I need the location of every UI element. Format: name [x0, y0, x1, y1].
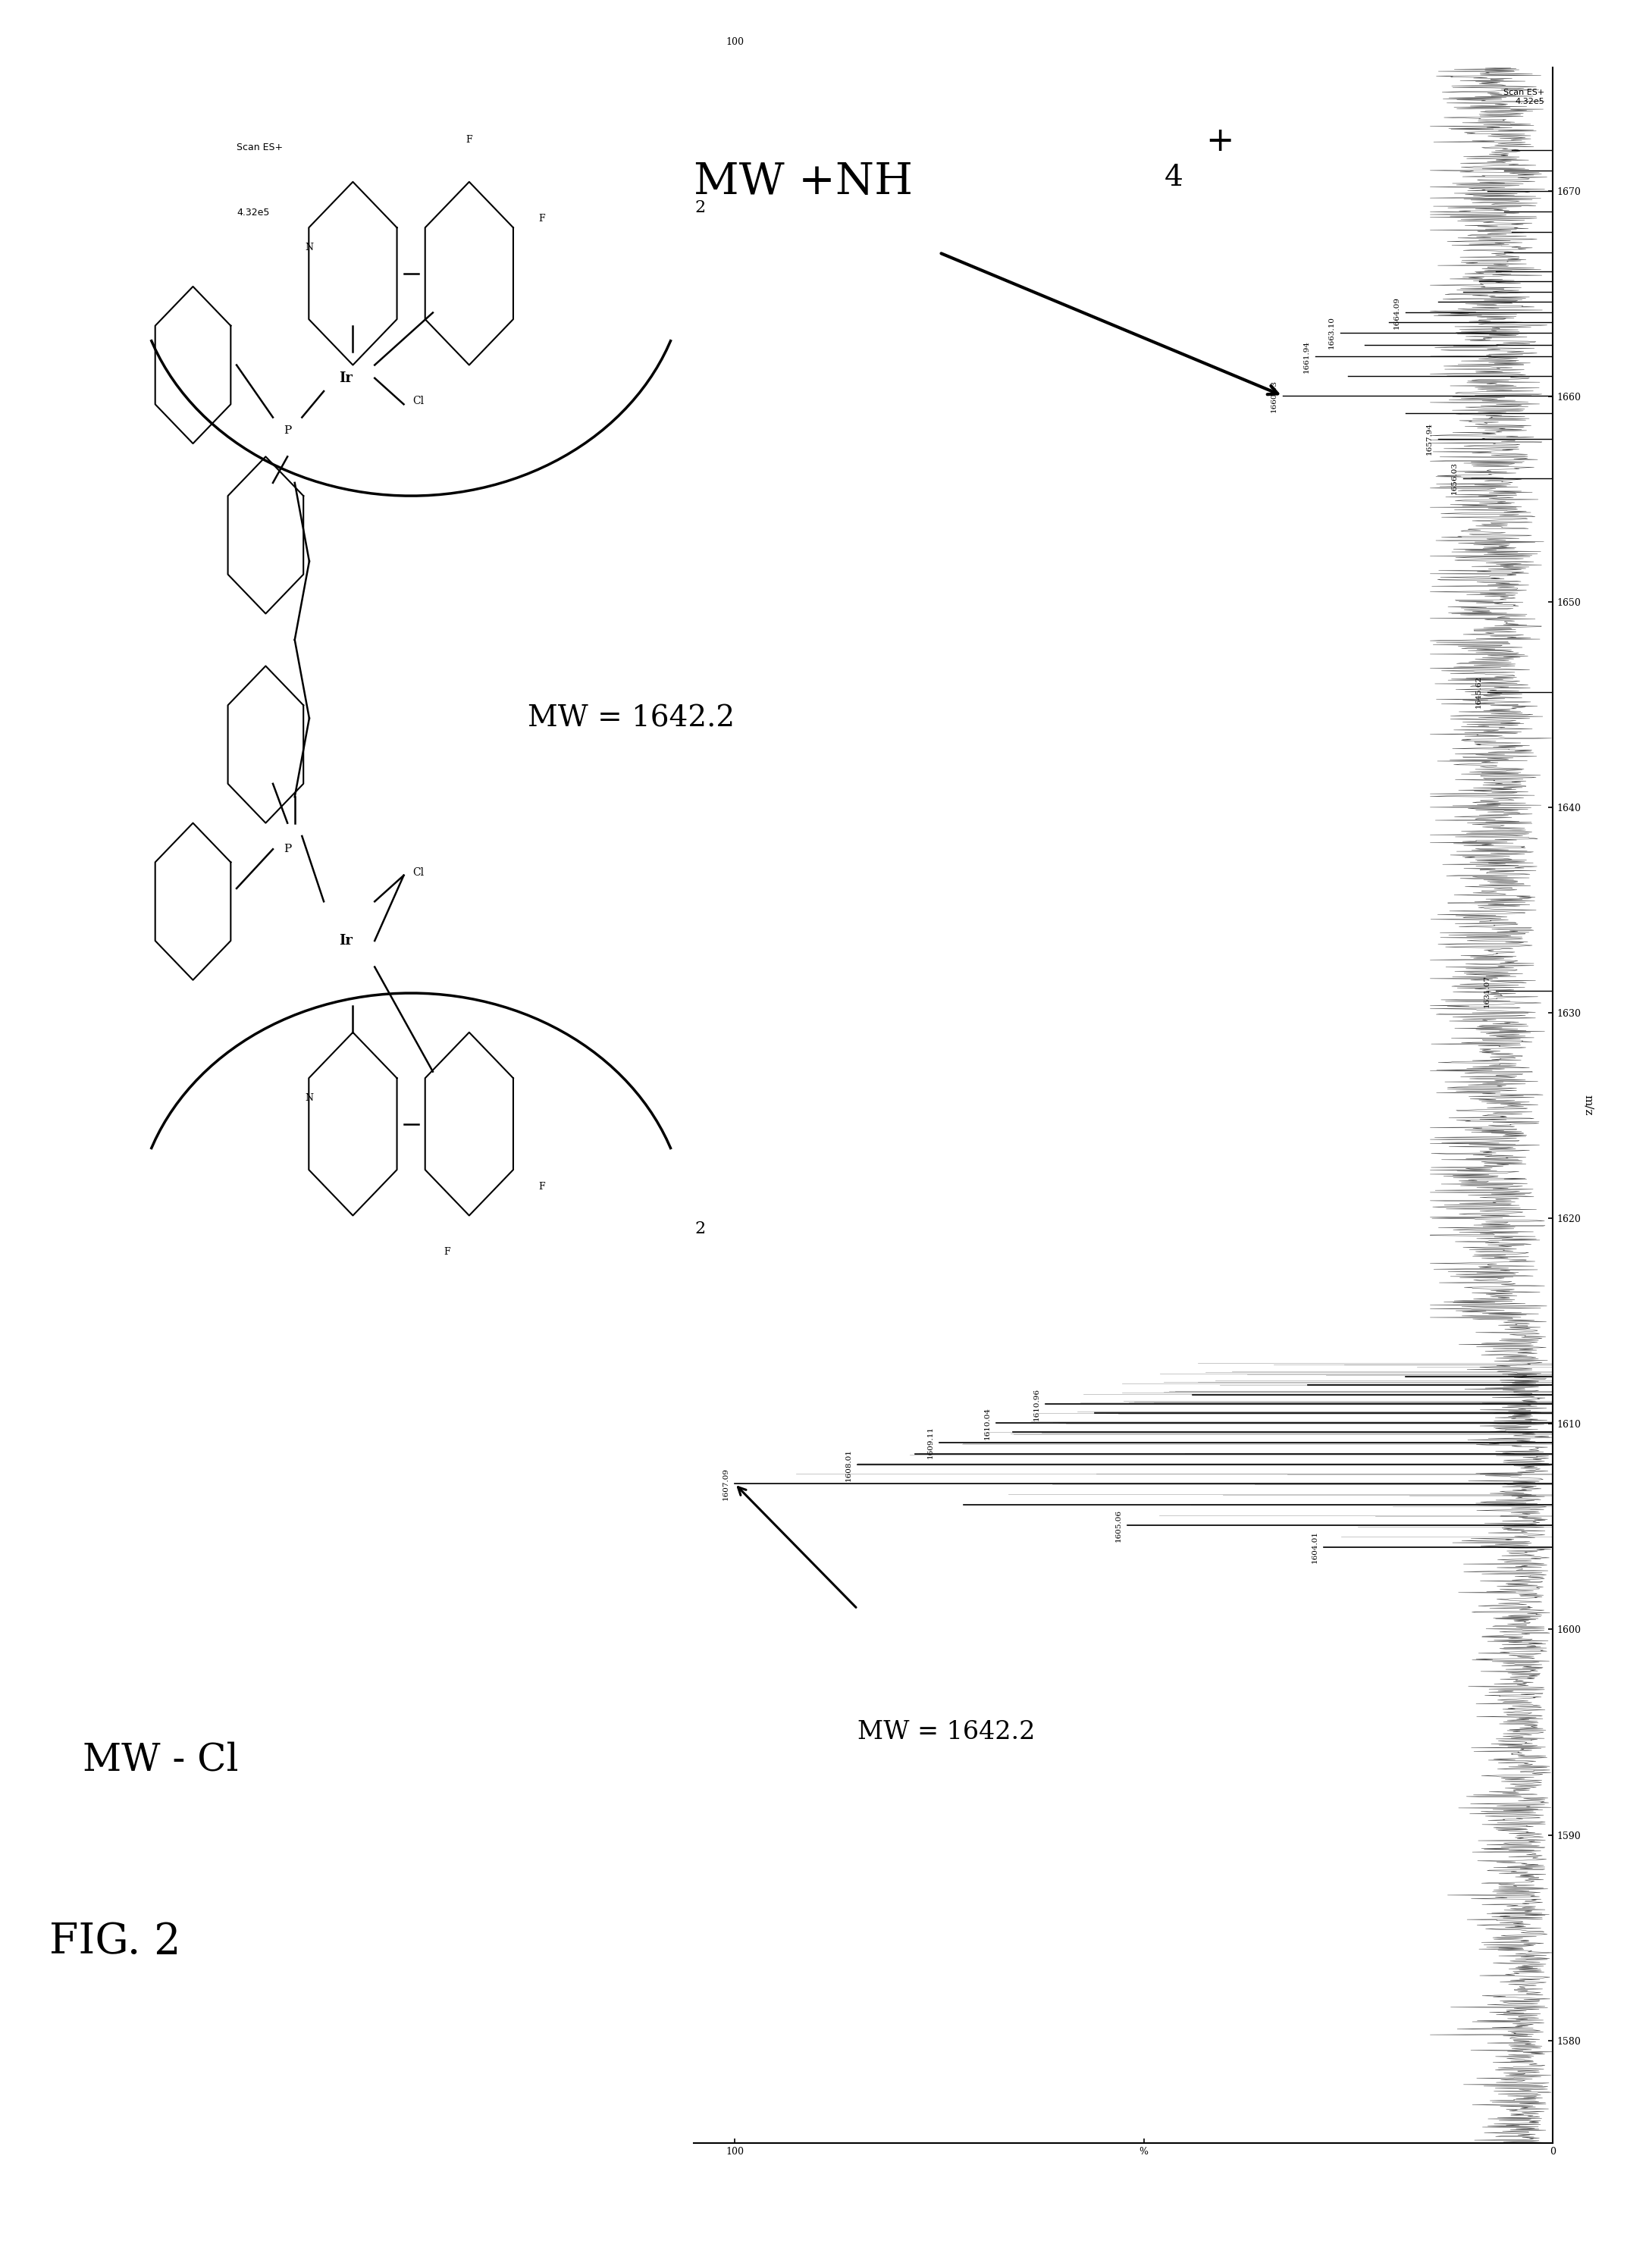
- Text: F: F: [466, 135, 472, 144]
- Text: F: F: [444, 1248, 451, 1257]
- Text: 1663.10: 1663.10: [1328, 316, 1335, 350]
- Text: 2: 2: [694, 201, 705, 217]
- Text: 100: 100: [725, 38, 743, 47]
- Text: 1657.94: 1657.94: [1426, 422, 1432, 456]
- Text: 1610.96: 1610.96: [1034, 1387, 1041, 1421]
- Text: FIG. 2: FIG. 2: [50, 1922, 182, 1963]
- Text: 1661.94: 1661.94: [1303, 341, 1310, 372]
- Text: 1656.03: 1656.03: [1450, 462, 1457, 494]
- Text: 1605.06: 1605.06: [1115, 1509, 1122, 1541]
- Y-axis label: m/z: m/z: [1583, 1094, 1594, 1117]
- Text: N: N: [306, 241, 314, 253]
- Text: N: N: [306, 1092, 314, 1103]
- Text: F: F: [539, 1182, 545, 1191]
- Text: Scan ES+
4.32e5: Scan ES+ 4.32e5: [1503, 88, 1545, 106]
- Text: 1604.01: 1604.01: [1312, 1532, 1318, 1563]
- Text: 1631.07: 1631.07: [1483, 975, 1490, 1006]
- Text: Ir: Ir: [339, 934, 352, 948]
- Text: Cl: Cl: [413, 397, 425, 406]
- Text: +: +: [1206, 124, 1234, 158]
- Text: F: F: [539, 214, 545, 223]
- Text: MW - Cl: MW - Cl: [83, 1742, 238, 1778]
- Text: 1608.01: 1608.01: [846, 1448, 852, 1482]
- Text: MW = 1642.2: MW = 1642.2: [857, 1719, 1036, 1744]
- Text: Scan ES+: Scan ES+: [236, 142, 282, 153]
- Text: 1660.03: 1660.03: [1270, 379, 1277, 413]
- Text: 1645.62: 1645.62: [1475, 677, 1482, 708]
- Text: P: P: [284, 844, 291, 855]
- Text: Cl: Cl: [413, 866, 425, 878]
- Text: 4: 4: [1165, 165, 1183, 192]
- Text: 1664.09: 1664.09: [1393, 296, 1401, 329]
- Text: 1609.11: 1609.11: [927, 1426, 933, 1460]
- Text: 1607.09: 1607.09: [722, 1466, 729, 1500]
- Text: MW = 1642.2: MW = 1642.2: [527, 704, 735, 733]
- Text: 4.32e5: 4.32e5: [236, 208, 269, 219]
- Text: 2: 2: [694, 1220, 705, 1236]
- Text: Ir: Ir: [339, 372, 352, 386]
- Text: P: P: [284, 424, 291, 435]
- Text: MW +NH: MW +NH: [694, 160, 914, 203]
- Text: 1610.04: 1610.04: [985, 1408, 991, 1439]
